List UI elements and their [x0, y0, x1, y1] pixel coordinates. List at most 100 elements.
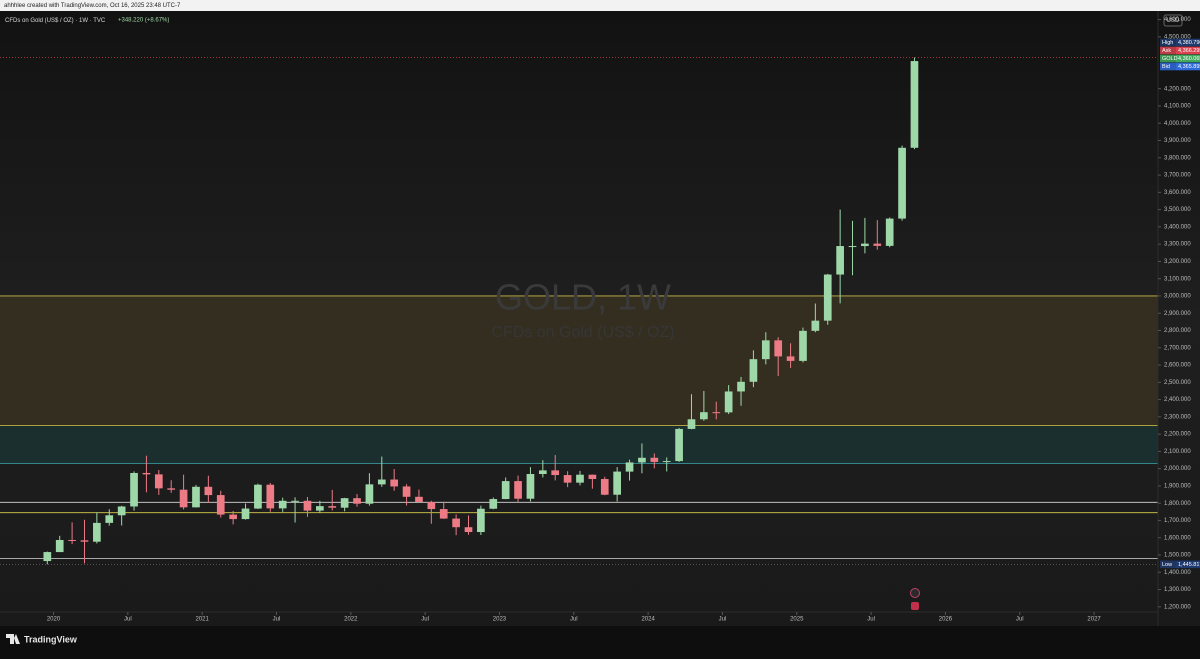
candle-body — [117, 506, 126, 516]
x-tick-label: 2025 — [790, 617, 804, 623]
y-tick-label: 1,400.000 — [1164, 570, 1191, 576]
candle-body — [737, 381, 745, 392]
candle-body — [427, 501, 436, 510]
y-tick-label: 3,700.000 — [1164, 173, 1191, 179]
x-tick-label: Jul — [719, 617, 727, 623]
y-tick-label: 2,800.000 — [1164, 328, 1191, 334]
candle-body — [365, 484, 374, 504]
y-tick-label: 4,200.000 — [1164, 86, 1191, 92]
x-tick-label: 2024 — [641, 617, 655, 623]
price-badge-value: 4,360.065 — [1178, 56, 1200, 62]
x-tick-label: 2022 — [344, 617, 358, 623]
candle-body — [551, 470, 560, 476]
candle-body — [241, 508, 250, 520]
candle-body — [477, 508, 485, 533]
y-tick-label: 4,500.000 — [1164, 34, 1191, 40]
x-tick-label: 2021 — [195, 617, 209, 623]
candle-body — [712, 412, 721, 414]
y-tick-label: 1,800.000 — [1164, 501, 1191, 507]
price-badge-tag — [1160, 38, 1176, 47]
candle-body — [538, 470, 547, 475]
candle-body — [749, 359, 758, 382]
candle-body — [662, 461, 671, 463]
candle-body — [873, 243, 882, 246]
y-tick-label: 2,400.000 — [1164, 397, 1191, 403]
candle-body — [687, 419, 696, 429]
x-tick-label: Jul — [273, 617, 281, 623]
candle-body — [823, 274, 832, 321]
x-tick-label: Jul — [570, 617, 578, 623]
candle-body — [316, 506, 324, 511]
price-badge-value: 4,380.790 — [1178, 40, 1200, 46]
price-badge-name: High — [1162, 40, 1173, 46]
candle-body — [861, 243, 869, 247]
y-tick-label: 2,600.000 — [1164, 363, 1191, 369]
candle-body — [799, 330, 807, 361]
candle-body — [167, 488, 176, 490]
y-tick-label: 3,800.000 — [1164, 155, 1191, 161]
candle-body — [93, 522, 101, 542]
candle-body — [179, 489, 188, 508]
candle-body — [452, 518, 460, 528]
candle-body — [266, 484, 275, 509]
candle-body — [724, 391, 733, 413]
price-badge-value: 4,365.895 — [1178, 64, 1200, 70]
low-badge-tag — [1160, 560, 1176, 569]
price-badge-tag — [1160, 46, 1176, 55]
candle-body — [130, 472, 138, 507]
price-badge-name: Bid — [1162, 64, 1170, 70]
candle-body — [154, 474, 163, 489]
calendar-icon[interactable] — [911, 602, 919, 610]
watermark-subtitle: CFDs on Gold (US$ / OZ) — [491, 324, 674, 341]
candle-body — [761, 340, 770, 360]
candle-body — [68, 539, 76, 541]
candle-body — [415, 496, 423, 502]
y-tick-label: 1,500.000 — [1164, 553, 1191, 559]
candle-body — [613, 471, 621, 495]
candle-body — [514, 481, 522, 499]
x-tick-label: 2026 — [939, 617, 953, 623]
candle-body — [774, 340, 783, 357]
candle-body — [439, 509, 448, 519]
candle-body — [390, 479, 399, 487]
price-badge — [1176, 38, 1200, 47]
currency[interactable]: USD — [1167, 18, 1180, 24]
candle-body — [588, 474, 597, 480]
candle-body — [229, 514, 237, 520]
candle-body — [910, 61, 919, 148]
x-tick-label: Jul — [124, 617, 132, 623]
candle-body — [526, 474, 535, 499]
y-tick-label: 1,300.000 — [1164, 587, 1191, 593]
candle-body — [80, 540, 89, 542]
y-tick-label: 2,900.000 — [1164, 311, 1191, 317]
currency-box[interactable] — [1163, 14, 1183, 27]
candle-body — [576, 474, 584, 483]
y-tick-label: 1,200.000 — [1164, 604, 1191, 610]
x-tick-label: Jul — [867, 617, 875, 623]
watermark-title: GOLD, 1W — [495, 277, 671, 318]
candle-body — [340, 498, 349, 508]
candle-body — [142, 472, 151, 475]
x-tick-label: 2023 — [493, 617, 507, 623]
candle-body — [848, 246, 857, 248]
y-tick-label: 1,900.000 — [1164, 484, 1191, 490]
price-badge-tag — [1160, 54, 1176, 63]
price-badge — [1176, 54, 1200, 63]
header-bar — [0, 0, 1200, 11]
y-tick-label: 3,400.000 — [1164, 224, 1191, 230]
low-badge — [1176, 560, 1200, 569]
y-tick-label: 3,600.000 — [1164, 190, 1191, 196]
x-tick-label: Jul — [421, 617, 429, 623]
legend-symbol: CFDs on Gold (US$ / OZ) · 1W · TVC — [5, 18, 106, 24]
low-badge-value: 1,445.817 — [1178, 562, 1200, 568]
candle-body — [638, 457, 646, 463]
y-tick-label: 4,100.000 — [1164, 104, 1191, 110]
candle-body — [464, 527, 473, 533]
y-tick-label: 2,100.000 — [1164, 449, 1191, 455]
event-icon[interactable] — [910, 588, 920, 598]
price-badge-value: 4,366.295 — [1178, 48, 1200, 54]
candle-body — [563, 475, 572, 483]
candle-body — [328, 506, 337, 508]
candle-body — [786, 356, 795, 361]
